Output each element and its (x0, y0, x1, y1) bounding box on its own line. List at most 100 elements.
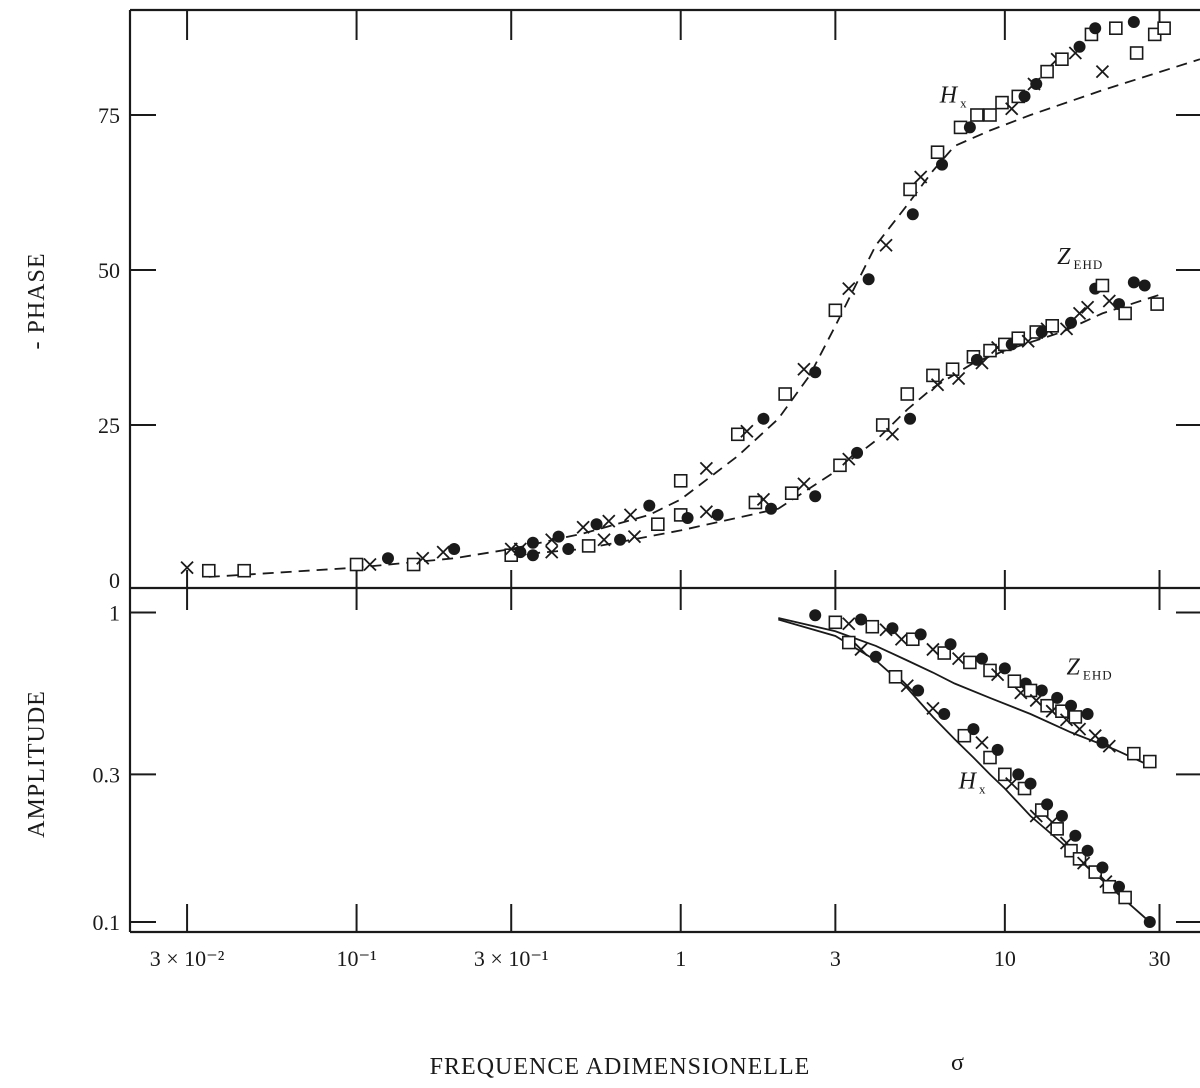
phase-z-ehd-point-square (1011, 331, 1026, 346)
phase-z-ehd-point-cross (597, 533, 611, 547)
x-tick-label: 10 (994, 946, 1016, 971)
phase-h-point-circle (1073, 40, 1086, 53)
phase-z-ehd-point-square (1150, 297, 1164, 311)
phase-z-ehd-point-square (1045, 318, 1060, 333)
amplitude-z-ehd-curve (778, 617, 1151, 767)
amplitude-h-point-circle (1012, 768, 1025, 781)
phase-z-ehd-point-circle (970, 353, 983, 366)
phase-z-ehd-point-cross (545, 545, 559, 559)
phase-h-point-square (970, 108, 984, 122)
phase-h-point-cross (740, 424, 754, 438)
points-layer (180, 16, 1171, 928)
amplitude-h-point-square (841, 635, 856, 650)
phase-h-point-cross (797, 362, 811, 376)
amplitude-z-ehd-point-square (1068, 710, 1083, 724)
amplitude-z-ehd-point-circle (1081, 708, 1094, 721)
x-tick-label: 3 × 10⁻¹ (474, 946, 549, 971)
phase-z-ehd-point-cross (504, 542, 518, 556)
phase-h-point-square (406, 557, 421, 572)
phase-h-point-cross (416, 551, 430, 565)
amplitude-z-ehd-point-circle (1065, 699, 1078, 712)
amplitude-h-point-square (1118, 890, 1132, 905)
amplitude-z-ehd-point-square (1142, 754, 1157, 769)
phase-z-ehd-point-square (651, 517, 665, 532)
phase-h-point-circle (809, 366, 822, 379)
amplitude-z-ehd-point-square (1127, 746, 1141, 761)
phase-z-ehd-point-cross (797, 477, 811, 491)
amplitude-z-ehd-point-circle (809, 609, 822, 622)
phase-h-point-cross (180, 560, 194, 575)
phase-z-ehd-point-cross (756, 492, 771, 507)
phase-h-point-cross (436, 545, 450, 559)
phase-z-ehd-point-circle (711, 508, 724, 521)
amplitude-h-point-square (1050, 822, 1064, 836)
amplitude-z-ehd-point-cross (894, 632, 909, 646)
phase-h-point-circle (514, 546, 527, 559)
phase-z-ehd-label-sub: EHD (1074, 257, 1104, 272)
amplitude-h-point-cross (1076, 856, 1091, 870)
amplitude-h-point-circle (938, 708, 951, 721)
phase-z-ehd-point-circle (851, 446, 864, 459)
amplitude-h-point-cross (900, 679, 914, 693)
phase-axis-title: - PHASE (24, 252, 50, 349)
amplitude-z-ehd-point-circle (855, 613, 868, 626)
amplitude-h-point-circle (1055, 810, 1068, 823)
amplitude-z-ehd-point-circle (1051, 691, 1064, 704)
amplitude-z-ehd-point-square (983, 663, 997, 678)
amplitude-h-label-sub: x (979, 782, 987, 797)
phase-h-point-circle (448, 543, 461, 555)
amplitude-z-ehd-point-cross (951, 651, 966, 666)
amplitude-z-ehd-label-sub: EHD (1083, 668, 1113, 683)
amplitude-h-point-circle (1024, 777, 1037, 790)
phase-z-ehd-point-square (983, 343, 997, 358)
phase-z-ehd-point-circle (681, 512, 694, 524)
phase-h-point-circle (906, 208, 919, 221)
amplitude-z-ehd-point-square (1055, 704, 1069, 718)
x-tick-label: 3 × 10⁻² (150, 946, 225, 971)
phase-h-point-circle (963, 121, 976, 134)
amplitude-z-ehd-point-circle (998, 662, 1011, 675)
phase-h-point-square (1109, 21, 1123, 36)
phase-z-ehd-point-cross (627, 529, 642, 544)
phase-h-point-cross (1095, 64, 1110, 79)
amplitude-z-ehd-point-square (963, 655, 977, 670)
phase-z-ehd-point-square (1095, 278, 1110, 293)
amplitude-h-point-circle (1041, 798, 1054, 811)
phase-h-point-cross (842, 281, 856, 296)
phase-h-point-circle (526, 536, 539, 549)
amplitude-h-point-circle (967, 723, 980, 736)
y-tick-label: 25 (98, 413, 120, 438)
phase-z-ehd-point-square (945, 362, 960, 377)
amplitude-h-point-square (957, 728, 972, 743)
amplitude-h-point-circle (912, 684, 925, 697)
amplitude-h-point-circle (1081, 844, 1094, 857)
amplitude-h-point-circle (869, 650, 882, 663)
phase-h-point-square (349, 557, 364, 572)
amplitude-z-ehd-point-square (937, 646, 952, 660)
x-tick-label: 3 (830, 946, 841, 971)
phase-z-ehd-point-cross (975, 356, 989, 370)
axes-layer: 3 × 10⁻² 10⁻¹ 3 × 10⁻¹ 1 3 10 30 0 25 50 75 - PHASE… (24, 8, 1200, 1080)
amplitude-h-label-main: H (958, 769, 978, 795)
phase-z-ehd-point-square (1118, 306, 1132, 321)
amplitude-h-point-circle (1113, 880, 1126, 893)
y-tick-label: 1 (109, 601, 120, 626)
phase-z-ehd-point-square (833, 458, 847, 473)
phase-h-point-circle (643, 499, 656, 512)
curves-layer (208, 58, 1200, 923)
x-axis-title: FREQUENCE ADIMENSIONELLE (430, 1054, 811, 1080)
phase-h-point-cross (699, 461, 714, 476)
phase-h-point-square (673, 473, 688, 488)
amplitude-z-ehd-point-cross (1072, 722, 1087, 736)
phase-h-point-square (903, 182, 917, 197)
phase-z-ehd-point-circle (1035, 326, 1048, 338)
x-tick-label: 10⁻¹ (336, 946, 376, 971)
amplitude-z-ehd-point-cross (926, 642, 940, 657)
amplitude-z-ehd-point-square (828, 615, 843, 630)
x-tick-label: 30 (1149, 946, 1171, 971)
phase-h-curve (208, 58, 1200, 578)
phase-h-point-square (983, 108, 997, 122)
phase-z-ehd-point-circle (1138, 279, 1151, 292)
